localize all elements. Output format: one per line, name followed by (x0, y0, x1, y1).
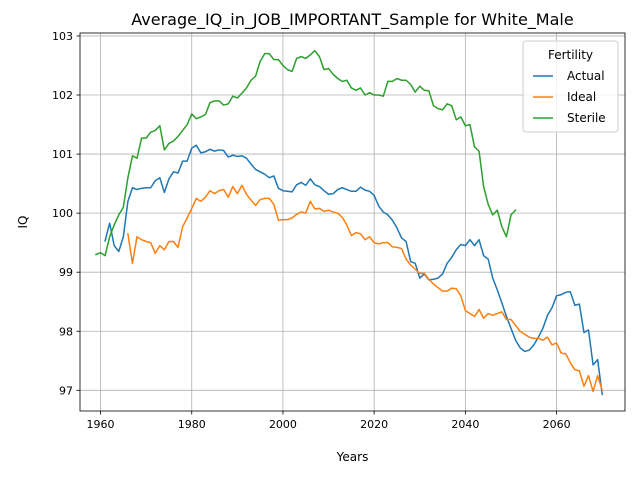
x-axis-label: Years (336, 450, 369, 464)
plot-area-frame (79, 32, 626, 412)
x-tick-label: 2040 (451, 418, 479, 431)
y-axis-label: IQ (16, 216, 30, 229)
series-line-ideal (127, 184, 604, 393)
axis-ticks: 1960 1980 2000 2020 2040 2060 97 98 99 100 101 102 1… (52, 30, 571, 431)
legend-box (522, 40, 619, 133)
x-tick-label: 2060 (543, 418, 571, 431)
legend-label-ideal: Ideal (567, 90, 596, 104)
legend: Fertility Actual Ideal Sterile (522, 40, 619, 133)
legend-label-sterile: Sterile (567, 111, 606, 125)
y-tick-label: 103 (52, 30, 73, 43)
y-tick-label: 100 (52, 207, 73, 220)
legend-title: Fertility (548, 48, 593, 62)
series-line-actual (104, 144, 604, 396)
y-tick-label: 98 (59, 325, 73, 338)
x-tick-label: 1960 (87, 418, 115, 431)
y-tick-label: 101 (52, 148, 73, 161)
grid-layer (80, 33, 625, 411)
y-tick-label: 102 (52, 89, 73, 102)
series-layer (94, 49, 604, 396)
chart-title: Average_IQ_in_JOB_IMPORTANT_Sample for W… (131, 10, 573, 30)
y-tick-label: 97 (59, 384, 73, 397)
legend-label-actual: Actual (567, 69, 605, 83)
x-tick-label: 2000 (269, 418, 297, 431)
x-tick-label: 2020 (360, 418, 388, 431)
x-tick-label: 1980 (178, 418, 206, 431)
y-tick-label: 99 (59, 266, 73, 279)
series-line-sterile (94, 49, 517, 257)
